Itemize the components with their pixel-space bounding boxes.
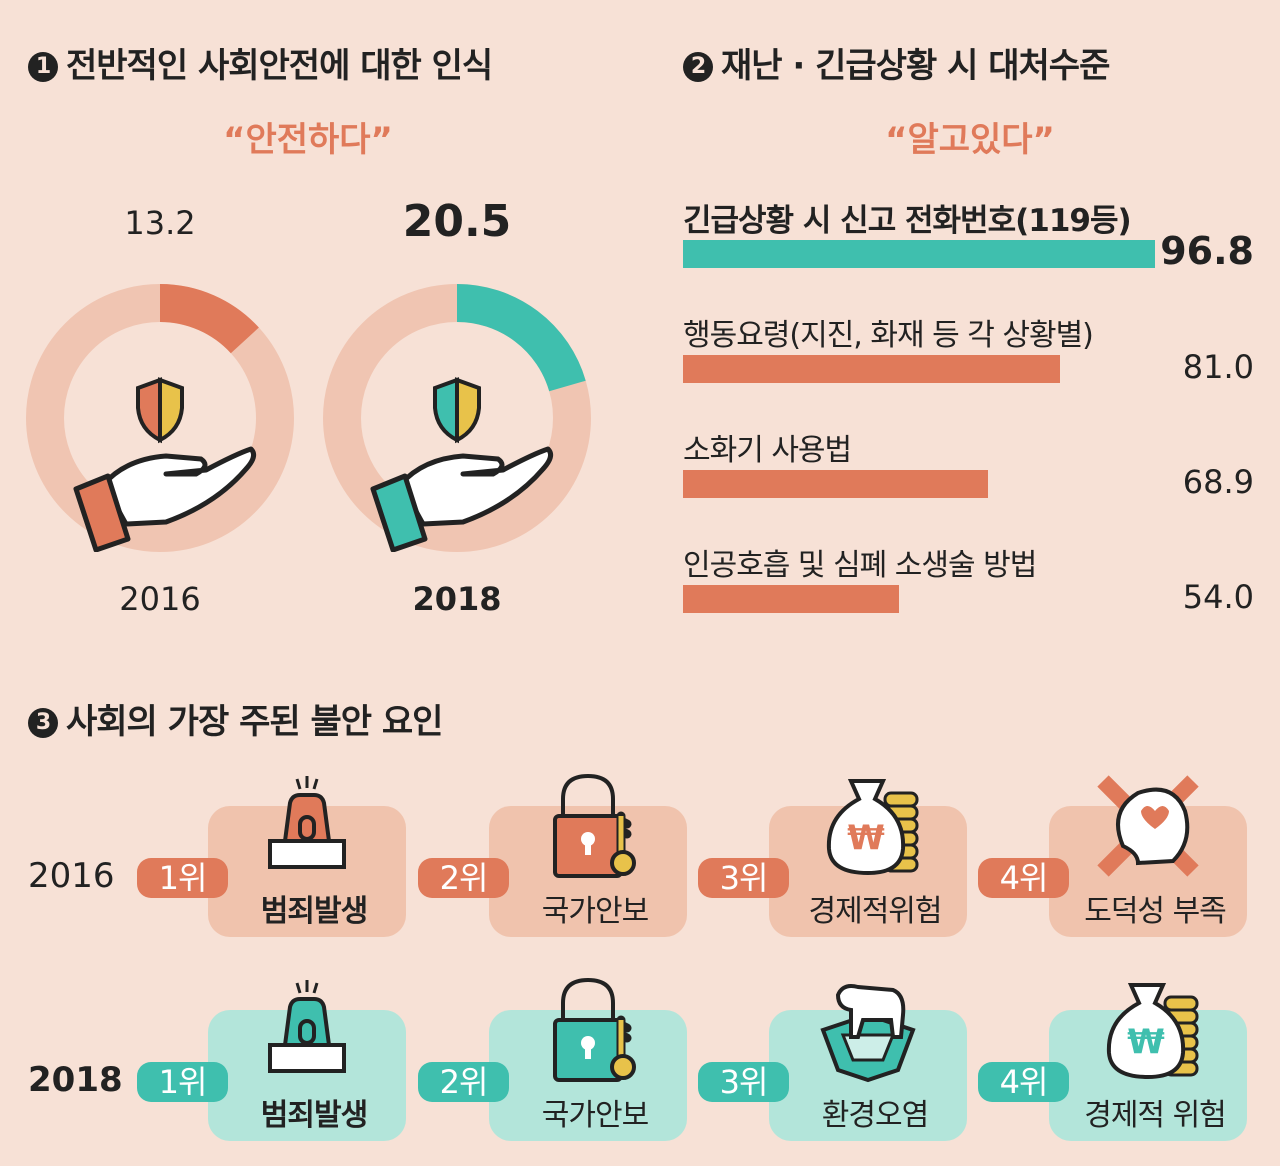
bar-value: 96.8 [1160, 229, 1254, 273]
bar [683, 240, 1155, 268]
rank-badge: 1위 [137, 1062, 228, 1102]
ranking-label: 경제적위험 [808, 894, 943, 929]
donut-year-2016: 2016 [119, 580, 201, 618]
head-heart-icon [1097, 775, 1199, 877]
hand-icon [73, 446, 257, 552]
ranking-label: 도덕성 부족 [1084, 894, 1227, 929]
siren-icon [268, 980, 346, 1073]
ranking-label: 환경오염 [821, 1098, 929, 1133]
bar [683, 355, 1061, 383]
bar-label: 소화기 사용법 [683, 433, 852, 468]
shield-icon [433, 377, 481, 444]
section2-title: 2 재난 · 긴급상황 시 대처수준 [683, 38, 1110, 87]
svg-text:₩: ₩ [847, 818, 885, 858]
bar-value: 68.9 [1182, 463, 1254, 501]
bar-value: 81.0 [1182, 348, 1254, 386]
section3-title: 3 사회의 가장 주된 불안 요인 [28, 694, 443, 743]
rank-badge: 3위 [698, 858, 789, 898]
bar-value: 54.0 [1182, 578, 1254, 616]
section1-title: 1 전반적인 사회안전에 대한 인식 [28, 38, 493, 87]
ranking-year-2018: 2018 [28, 1060, 123, 1100]
rank-badge: 2위 [418, 1062, 509, 1102]
ranking-label: 범죄발생 [260, 894, 368, 929]
lock-icon [553, 977, 636, 1082]
ranking-year-2016: 2016 [28, 856, 115, 896]
money-bag-icon: ₩ [1106, 983, 1199, 1080]
bar-label: 인공호흡 및 심폐 소생술 방법 [683, 548, 1037, 583]
siren-icon [268, 776, 346, 869]
donut-segment [26, 284, 294, 552]
lock-icon [553, 773, 636, 878]
svg-text:₩: ₩ [1127, 1022, 1165, 1062]
rank-badge: 3위 [698, 1062, 789, 1102]
money-bag-icon: ₩ [826, 779, 919, 876]
hand-icon [370, 446, 554, 552]
section1-subtitle: “안전하다” [223, 120, 393, 160]
donut-segment [323, 284, 591, 552]
bar [683, 470, 988, 498]
shield-icon [136, 377, 184, 444]
section2-subtitle: “알고있다” [885, 120, 1055, 160]
polar-bear-icon [820, 984, 916, 1083]
bar [683, 585, 899, 613]
bar-label: 행동요령(지진, 화재 등 각 상황별) [683, 318, 1094, 353]
rank-badge: 4위 [978, 1062, 1069, 1102]
rank-badge: 2위 [418, 858, 509, 898]
ranking-label: 경제적 위험 [1084, 1098, 1227, 1133]
ranking-label: 국가안보 [541, 894, 649, 929]
bar-label: 긴급상황 시 신고 전화번호(119등) [683, 203, 1132, 239]
donut-year-2018: 2018 [412, 580, 502, 618]
ranking-label: 범죄발생 [260, 1098, 368, 1133]
rank-badge: 4위 [978, 858, 1069, 898]
donut-value-2018: 20.5 [402, 196, 512, 247]
donut-2018 [323, 284, 591, 552]
ranking-label: 국가안보 [541, 1098, 649, 1133]
donut-value-2016: 13.2 [124, 204, 196, 242]
donut-2016 [26, 284, 294, 552]
rank-badge: 1위 [137, 858, 228, 898]
